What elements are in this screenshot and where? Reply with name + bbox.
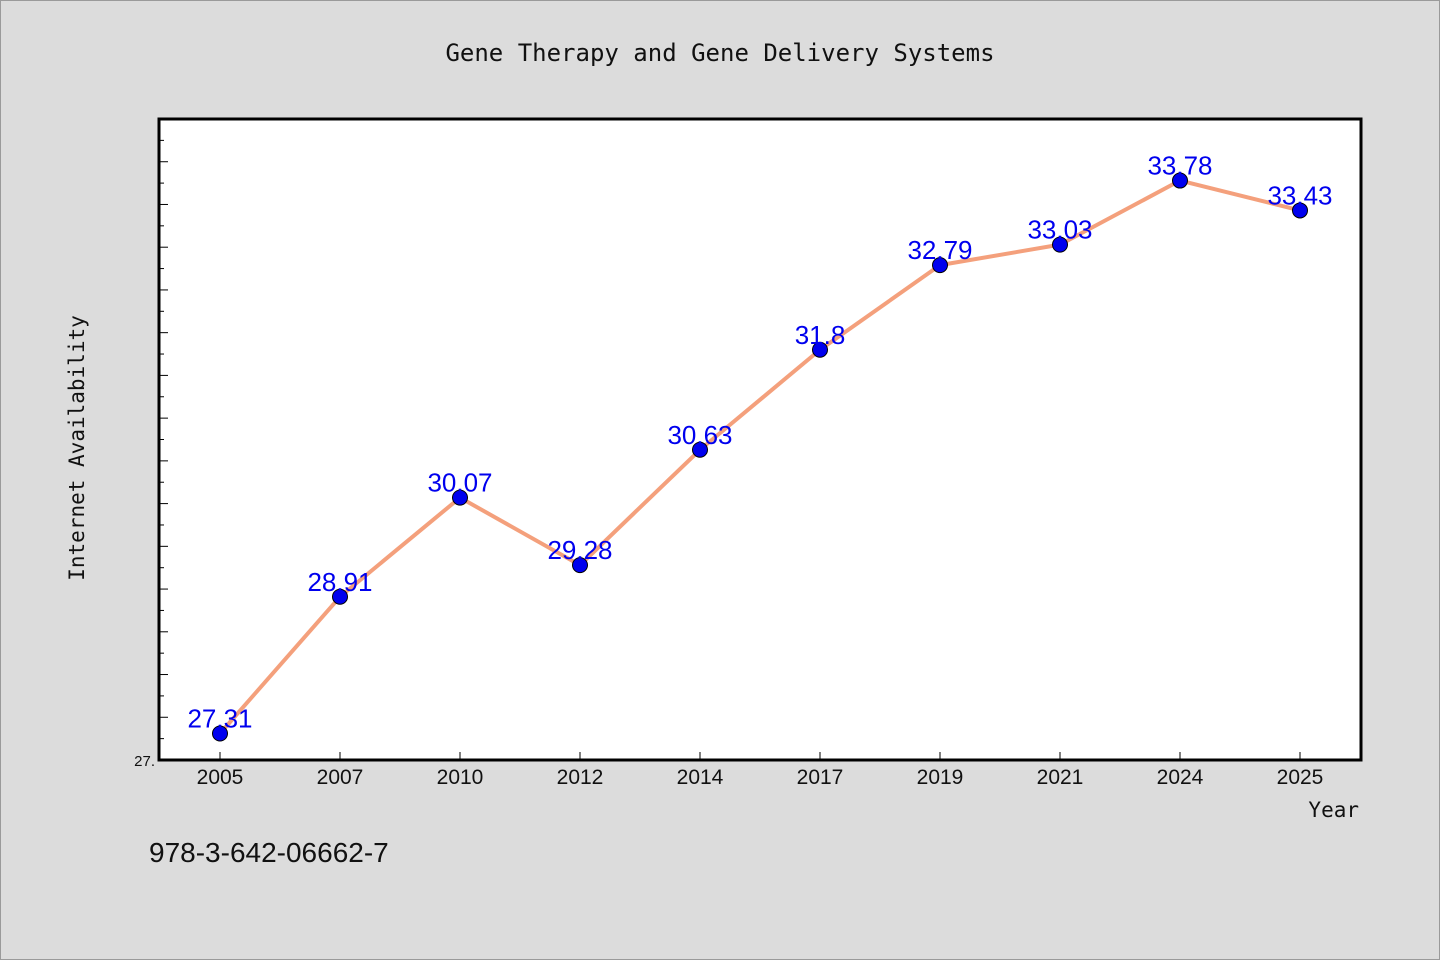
x-tick-label: 2019 bbox=[917, 766, 964, 789]
x-tick-label: 2017 bbox=[797, 766, 844, 789]
data-label: 31.8 bbox=[795, 320, 846, 350]
data-label: 30.63 bbox=[667, 420, 732, 450]
data-point-marker bbox=[932, 257, 948, 274]
x-tick-label: 2005 bbox=[197, 766, 244, 789]
x-axis-ticks bbox=[219, 752, 1301, 760]
plot-area bbox=[157, 117, 1363, 762]
data-label: 32.79 bbox=[907, 235, 972, 265]
x-tick-label: 2021 bbox=[1037, 766, 1084, 789]
data-point-marker bbox=[1052, 236, 1068, 253]
data-point-marker bbox=[212, 725, 228, 742]
data-point-marker bbox=[572, 557, 588, 574]
data-label: 33.03 bbox=[1027, 215, 1092, 245]
data-labels: 27.31 28.91 30.07 29.28 30.63 31.8 32.79 33.03 3… bbox=[187, 151, 1332, 734]
chart-title: Gene Therapy and Gene Delivery Systems bbox=[445, 39, 994, 67]
data-label: 33.78 bbox=[1147, 151, 1212, 181]
data-label: 28.91 bbox=[307, 567, 372, 597]
data-label: 33.43 bbox=[1267, 180, 1332, 210]
data-point-marker bbox=[1172, 172, 1188, 189]
data-point-marker bbox=[452, 489, 468, 506]
data-label: 29.28 bbox=[547, 535, 612, 565]
x-axis-tick-labels: 2005 2007 2010 2012 2014 2017 2019 2021 2024 2025 bbox=[197, 766, 1324, 789]
x-tick-label: 2012 bbox=[557, 766, 604, 789]
data-label: 27.31 bbox=[187, 704, 252, 734]
x-tick-label: 2010 bbox=[437, 766, 484, 789]
y-axis-title: Internet Availability bbox=[65, 315, 89, 581]
y-axis-tick-labels: 27. bbox=[134, 753, 155, 770]
x-tick-label: 2024 bbox=[1157, 766, 1204, 789]
data-label: 30.07 bbox=[427, 468, 492, 498]
series-markers bbox=[212, 172, 1308, 742]
isbn-footer: 978-3-642-06662-7 bbox=[149, 837, 389, 868]
x-tick-label: 2025 bbox=[1277, 766, 1324, 789]
y-tick-label: 27. bbox=[134, 753, 155, 770]
x-axis-title: Year bbox=[1308, 798, 1359, 822]
series-line bbox=[218, 178, 1301, 735]
data-point-marker bbox=[812, 341, 828, 358]
data-point-marker bbox=[1292, 202, 1308, 219]
data-point-marker bbox=[692, 441, 708, 458]
y-axis-minor-ticks bbox=[159, 118, 168, 761]
x-tick-label: 2007 bbox=[317, 766, 364, 789]
x-tick-label: 2014 bbox=[677, 766, 724, 789]
data-point-marker bbox=[332, 588, 348, 605]
